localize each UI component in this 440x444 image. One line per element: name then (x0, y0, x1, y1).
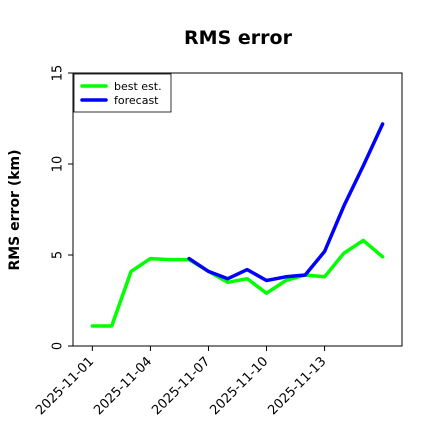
series-line-forecast (187, 122, 385, 283)
plot-area: 0510152025-11-012025-11-042025-11-072025… (33, 65, 403, 418)
y-tick-label: 10 (51, 156, 66, 173)
legend-box (73, 73, 172, 113)
legend-label: forecast (114, 94, 159, 107)
legend-label: best est. (114, 80, 162, 93)
series-line-best-est (90, 238, 385, 328)
y-tick-label: 5 (51, 251, 66, 259)
x-tick-label: 2025-11-01 (33, 354, 97, 418)
x-tick-label: 2025-11-10 (207, 354, 271, 418)
y-tick-label: 15 (51, 65, 66, 82)
plot-frame (72, 72, 403, 347)
x-tick-label: 2025-11-13 (265, 354, 329, 418)
y-tick-label: 0 (51, 342, 66, 350)
x-tick-label: 2025-11-04 (91, 354, 155, 418)
x-tick-label: 2025-11-07 (149, 354, 213, 418)
y-axis-label: RMS error (km) (7, 149, 23, 270)
chart-title: RMS error (184, 27, 293, 49)
